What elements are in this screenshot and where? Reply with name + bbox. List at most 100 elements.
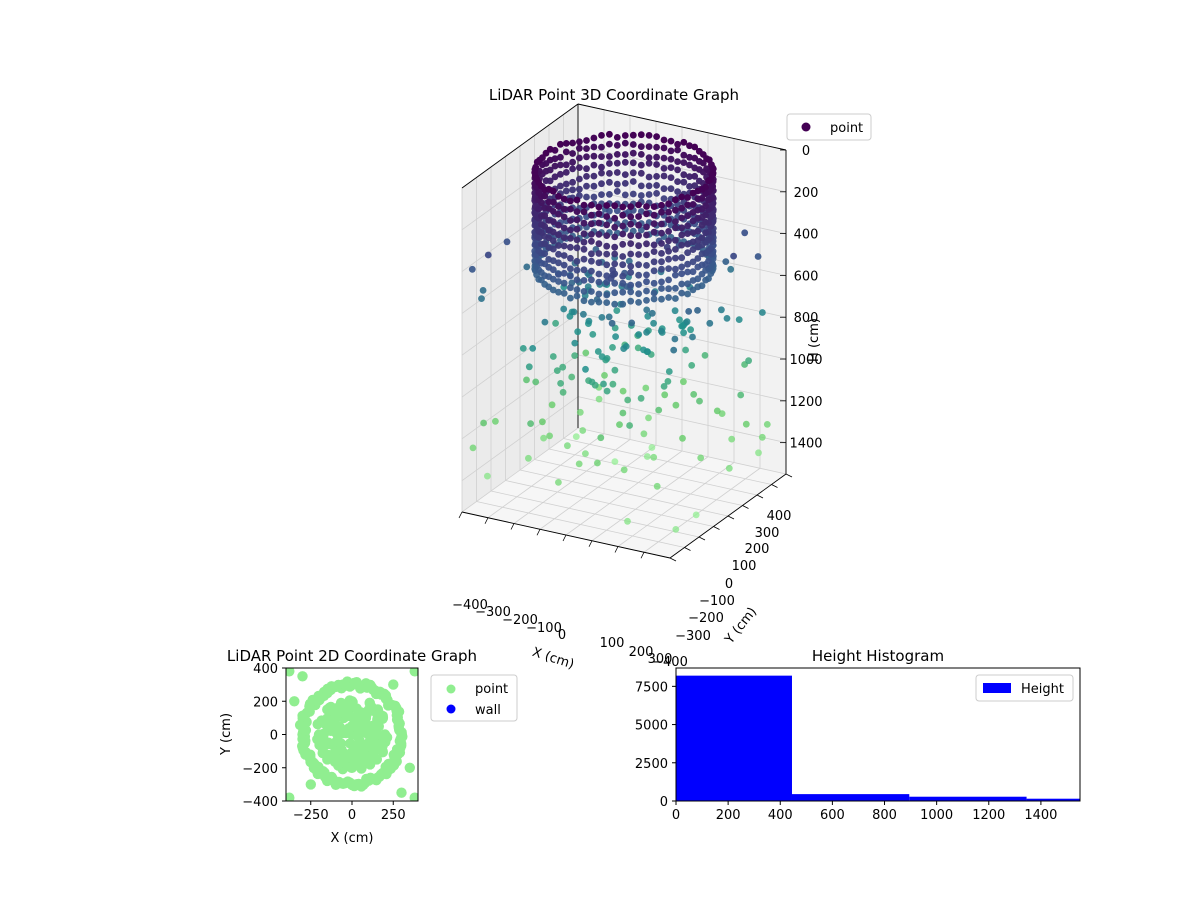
point-3d [598,191,605,199]
x-tick-label: −400 [452,598,488,613]
point-3d [650,248,658,256]
point-3d [595,298,603,306]
grid-floor-y [548,448,758,496]
point-3d [667,174,675,182]
point-3d [680,378,687,386]
point-3d [694,283,702,291]
x-tick-label: 250 [381,808,406,823]
x-tick-label: 200 [629,645,654,660]
point-3d [562,161,570,169]
point-3d [643,278,650,286]
point-3d [643,453,651,460]
point-3d [619,300,627,308]
point-3d [620,466,628,474]
point-3d [582,365,589,373]
point-2d [409,668,418,677]
point-3d [533,158,541,166]
y-tick-label: 5000 [635,719,668,734]
x-tick-label: 1200 [972,808,1005,823]
point-3d [555,479,562,486]
point-3d [613,169,621,176]
point-3d [718,306,725,314]
point-3d [576,138,583,146]
point-3d [478,295,485,302]
point-3d [686,142,693,150]
point-3d [580,288,588,295]
point-3d [598,153,605,161]
point-2d [337,704,348,715]
point-3d [635,261,642,269]
y-tick [785,473,793,478]
x-tick-label: −200 [502,613,538,628]
point-3d [560,261,568,269]
point-3d [627,281,635,289]
point-3d [635,290,642,298]
z-tick-label: 600 [794,269,819,284]
y-tick [756,494,764,499]
point-2d [305,779,316,790]
point-3d [582,349,590,357]
chart-hist-title: Height Histogram [812,647,944,665]
point-3d [674,166,681,174]
point-3d [588,201,595,209]
point-3d [689,229,697,237]
chart-3d-ylabel: Y (cm) [722,605,760,648]
point-3d [573,244,581,252]
point-3d [580,310,587,318]
point-3d [588,257,595,265]
point-3d [613,188,621,195]
point-3d [600,380,607,388]
point-3d [609,344,616,351]
point-3d [613,159,621,167]
point-3d [484,251,492,259]
point-3d [643,231,650,239]
point-3d [611,260,619,268]
point-3d [758,433,766,441]
point-3d [706,319,714,327]
point-2d [354,728,365,739]
point-3d [595,203,603,211]
point-3d [613,207,621,215]
point-3d [557,380,564,387]
point-3d [658,250,665,257]
x-tick [510,523,515,530]
point-3d [759,309,766,316]
point-3d [672,218,679,226]
point-3d [694,214,702,222]
point-3d [665,285,672,293]
point-3d [643,223,650,231]
point-3d [627,288,635,296]
point-3d [595,250,603,257]
y-tick-label: 200 [745,542,770,557]
histogram-bar [791,794,910,801]
point-3d [684,249,691,257]
point-3d [560,213,568,221]
point-3d [637,143,645,151]
point-3d [674,188,681,196]
point-3d [660,165,668,172]
point-3d [705,156,713,164]
y-tick [713,526,720,530]
point-3d [678,204,686,212]
point-3d [546,156,554,164]
point-3d [689,286,697,294]
point-3d [635,232,642,240]
point-3d [559,388,567,396]
chart-2d-ylabel: Y (cm) [219,713,234,756]
point-3d [625,257,633,265]
point-3d [603,232,611,240]
point-2d [368,736,379,747]
point-3d [609,380,617,388]
point-3d [635,331,643,338]
chart-3d-legend-frame [786,113,872,141]
grid-back-h [577,396,787,444]
point-3d [665,237,672,245]
x-tick-label: 0 [672,808,680,823]
x-tick [458,511,463,519]
histogram-bar [909,796,1027,801]
point-3d [684,222,691,230]
point-3d [557,170,564,178]
point-3d [627,269,635,276]
point-3d [722,258,730,265]
point-3d [560,305,568,313]
